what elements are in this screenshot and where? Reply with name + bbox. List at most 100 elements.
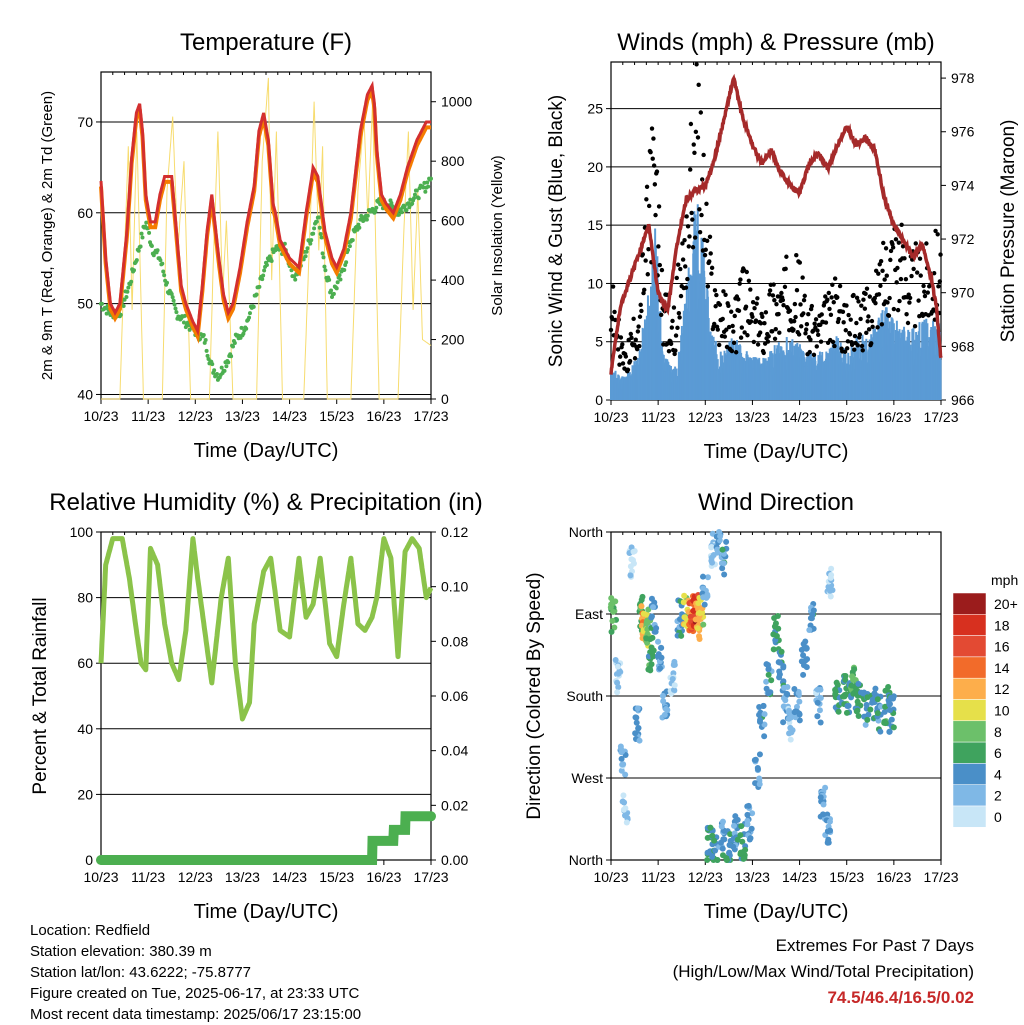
dewpoint-point <box>269 259 274 264</box>
gust-point <box>931 271 937 276</box>
gust-point <box>798 302 803 307</box>
station-info: Location: Redfield Station elevation: 38… <box>30 920 361 1025</box>
gust-point <box>738 277 743 282</box>
wind-direction-point <box>747 835 754 842</box>
gust-point <box>651 136 656 141</box>
gust-point <box>859 303 864 308</box>
wind-direction-point <box>646 665 653 672</box>
dewpoint-point <box>210 362 215 367</box>
winds-left-tick-label: 20 <box>587 159 603 175</box>
gust-point <box>799 324 804 329</box>
gust-point <box>828 312 834 317</box>
wind-direction-point <box>610 608 617 615</box>
gust-point <box>627 358 633 364</box>
dewpoint-point <box>203 337 208 342</box>
wind-direction-point <box>614 663 621 670</box>
wind-direction-point <box>844 703 851 710</box>
gust-point <box>781 302 786 308</box>
gust-point <box>682 237 687 243</box>
gust-point <box>840 309 846 315</box>
winds-right-tick-label: 978 <box>951 70 975 86</box>
winds-left-tick-label: 15 <box>587 217 603 233</box>
wind-direction-point <box>816 707 823 714</box>
wind-direction-point <box>737 849 744 856</box>
winds-title: Winds (mph) & Pressure (mb) <box>617 29 934 56</box>
gust-point <box>714 292 719 298</box>
wind-direction-point <box>789 727 796 734</box>
wind-direction-point <box>824 811 831 818</box>
colorbar-label: 0 <box>994 809 1002 825</box>
gust-point <box>897 298 902 304</box>
direction-x-tick-label: 16/23 <box>876 869 911 885</box>
gust-point <box>770 293 776 298</box>
wind-direction-point <box>826 587 833 594</box>
gust-point <box>894 280 899 285</box>
wind-direction-point <box>827 827 834 834</box>
dewpoint-point <box>389 201 394 206</box>
winds-left-tick-label: 25 <box>587 101 603 117</box>
gust-point <box>873 300 878 306</box>
gust-point <box>678 293 684 299</box>
gust-point <box>638 302 643 308</box>
gust-point <box>739 325 745 330</box>
dewpoint-point <box>321 255 326 260</box>
temperature-x-tick-label: 13/23 <box>225 408 260 424</box>
wind-direction-point <box>659 692 666 699</box>
dewpoint-point <box>160 261 165 266</box>
humidity-right-tick-label: 0.08 <box>441 633 468 649</box>
winds-x-tick-label: 11/23 <box>641 409 675 425</box>
wind-direction-point <box>765 690 772 697</box>
dewpoint-point <box>317 225 322 230</box>
gust-point <box>888 257 893 263</box>
gust-point <box>675 262 681 267</box>
gust-point <box>650 156 655 161</box>
gust-point <box>886 313 892 318</box>
gust-point <box>870 324 875 330</box>
colorbar-label: 6 <box>994 745 1002 761</box>
gust-point <box>736 308 742 313</box>
gust-point <box>922 289 927 294</box>
wind-direction-point <box>627 563 634 570</box>
gust-point <box>794 288 800 293</box>
wind-direction-point <box>711 837 718 844</box>
winds-right-tick-label: 966 <box>951 392 975 408</box>
gust-point <box>668 341 674 347</box>
gust-point <box>720 316 725 322</box>
wind-direction-point <box>848 682 855 689</box>
wind-direction-point <box>834 682 841 689</box>
wind-direction-point <box>806 627 813 634</box>
gust-point <box>722 334 728 339</box>
gust-point <box>787 308 793 313</box>
gust-point <box>896 240 902 245</box>
wind-direction-point <box>696 633 703 640</box>
gust-point <box>851 292 856 298</box>
dewpoint-point <box>344 260 349 265</box>
gust-point <box>876 271 881 276</box>
gust-point <box>772 336 778 341</box>
wind-direction-point <box>719 546 726 553</box>
station-pressure-line <box>609 73 943 375</box>
dewpoint-point <box>182 313 187 318</box>
dewpoint-point <box>316 215 321 220</box>
gust-point <box>758 330 763 335</box>
wind-direction-point <box>618 767 625 774</box>
gust-point <box>695 135 701 140</box>
colorbar-swatch <box>952 763 987 785</box>
gust-point <box>617 354 623 359</box>
wind-direction-point <box>854 698 861 705</box>
wind-direction-point <box>619 798 626 805</box>
dewpoint-point <box>144 220 149 225</box>
wind-direction-point <box>756 775 763 782</box>
gust-point <box>736 297 741 302</box>
gust-point <box>680 241 685 246</box>
gust-point <box>844 346 850 351</box>
wind-direction-point <box>740 855 747 862</box>
gust-point <box>712 288 718 293</box>
gust-point <box>754 301 759 306</box>
gust-point <box>916 298 921 303</box>
gust-point <box>707 259 712 264</box>
gust-point <box>707 234 713 240</box>
gust-point <box>673 348 678 353</box>
colorbar-swatch <box>952 805 987 828</box>
wind-direction-point <box>800 652 807 659</box>
